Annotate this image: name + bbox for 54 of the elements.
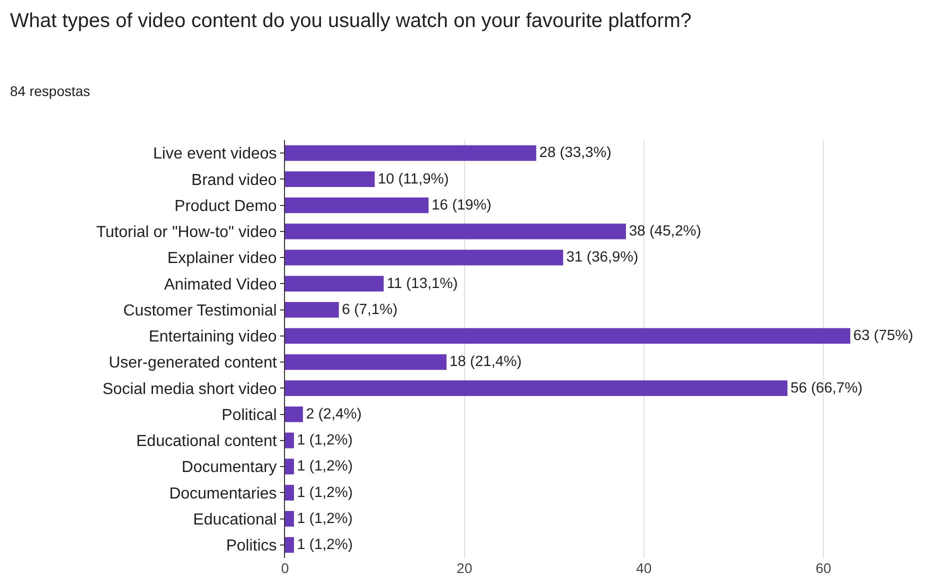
y-tick-label: Animated Video bbox=[164, 276, 277, 294]
data-label: 1 (1,2%) bbox=[296, 432, 353, 449]
data-label: 10 (11,9%) bbox=[378, 171, 449, 188]
bar bbox=[285, 197, 429, 214]
x-tick-label: 60 bbox=[816, 560, 832, 576]
data-label: 18 (21,4%) bbox=[450, 354, 522, 370]
data-label: 38 (45,2%) bbox=[628, 224, 702, 240]
bar bbox=[285, 380, 788, 396]
data-label: 56 (66,7%) bbox=[790, 380, 863, 396]
bar bbox=[285, 171, 375, 188]
bar bbox=[285, 145, 536, 161]
y-tick-label: Political bbox=[222, 406, 277, 424]
text: 84 respostas bbox=[10, 83, 90, 99]
bar bbox=[285, 537, 294, 553]
y-tick-label: Social media short video bbox=[102, 380, 277, 398]
data-label: 1 (1,2%) bbox=[296, 510, 353, 527]
y-tick-label: Product Demo bbox=[174, 198, 277, 215]
y-tick-label: Entertaining video bbox=[148, 328, 277, 346]
y-tick-label: Explainer video bbox=[167, 250, 277, 268]
data-label: 31 (36,9%) bbox=[566, 250, 638, 266]
x-tick-label: 40 bbox=[636, 560, 652, 576]
x-tick-label: 0 bbox=[281, 560, 290, 576]
data-label: 1 (1,2%) bbox=[296, 537, 353, 554]
bar bbox=[285, 302, 339, 318]
bar bbox=[285, 224, 626, 240]
y-tick-label: Documentary bbox=[182, 459, 277, 476]
data-label: 1 (1,2%) bbox=[296, 484, 353, 501]
y-tick-label: Tutorial or "How-to" video bbox=[96, 224, 277, 242]
y-tick-label: Documentaries bbox=[169, 485, 277, 502]
chart-title: What types of video content do you usually watch on your favourite platform? bbox=[10, 10, 692, 33]
x-tick-label: 20 bbox=[456, 560, 472, 576]
bar bbox=[285, 354, 447, 370]
y-tick-label: User-generated content bbox=[108, 354, 278, 372]
data-label: 16 (19%) bbox=[432, 197, 492, 214]
y-tick-label: Educational content bbox=[136, 433, 278, 450]
y-tick-label: Live event videos bbox=[153, 146, 277, 163]
bar bbox=[285, 458, 294, 474]
bar bbox=[285, 406, 303, 422]
bar bbox=[285, 328, 850, 344]
data-label: 28 (33,3%) bbox=[539, 145, 612, 162]
y-tick-label: Brand video bbox=[191, 172, 277, 189]
bar bbox=[285, 484, 294, 501]
bar bbox=[285, 276, 384, 292]
y-tick-label: Customer Testimonial bbox=[123, 302, 277, 320]
data-label: 63 (75%) bbox=[853, 328, 914, 344]
y-tick-label: Politics bbox=[226, 538, 277, 555]
bar bbox=[285, 250, 564, 266]
y-tick-label: Educational bbox=[193, 511, 277, 528]
bar bbox=[285, 432, 294, 448]
data-label: 11 (13,1%) bbox=[386, 276, 458, 292]
data-label: 1 (1,2%) bbox=[296, 458, 353, 475]
data-label: 2 (2,4%) bbox=[306, 406, 362, 422]
data-label: 6 (7,1%) bbox=[342, 302, 398, 318]
bar bbox=[285, 510, 294, 527]
